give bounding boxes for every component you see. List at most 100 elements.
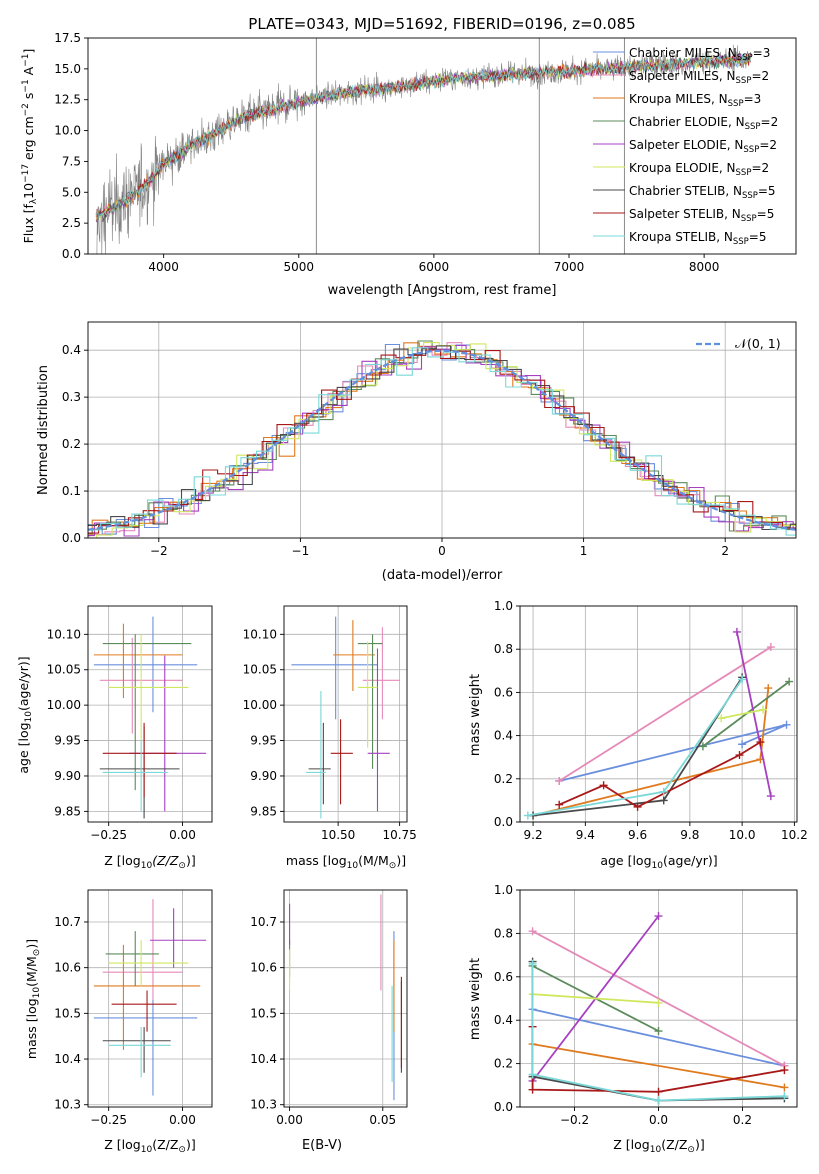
y-tick-label: 10.4: [54, 1052, 81, 1066]
x-tick-label: −0.2: [560, 1113, 589, 1127]
grid: [88, 606, 212, 822]
y-tick-label: 10.5: [54, 1006, 81, 1020]
y-tick-label: 10.10: [47, 627, 81, 641]
mass-z-xlabel: Z [log10(Z/Z⊙)]: [104, 1137, 195, 1155]
y-tick-label: 5.0: [62, 185, 81, 199]
legend-entry: Salpeter ELODIE, NSSP=2: [629, 138, 777, 155]
x-tick-label: 2: [721, 544, 729, 558]
y-tick-label: 17.5: [54, 31, 81, 45]
y-tick-label: 12.5: [54, 93, 81, 107]
legend-name: Salpeter MILES, N: [629, 69, 736, 83]
mw-z-ylabel: mass weight: [468, 958, 483, 1040]
y-tick-label: 9.95: [54, 734, 81, 748]
grid: [88, 890, 212, 1107]
legend-tail: =2: [759, 138, 777, 152]
spectrum-xlabel: wavelength [Angstrom, rest frame]: [328, 283, 557, 298]
x-tick-label: 10.75: [382, 828, 416, 842]
y-tick-label: 9.90: [250, 769, 277, 783]
x-tick-label: 7000: [554, 260, 585, 274]
x-tick-label: 0.00: [169, 828, 196, 842]
x-tick-label: 10.0: [729, 828, 756, 842]
legend-entry: Salpeter MILES, NSSP=2: [629, 69, 769, 86]
y-tick-label: 10.3: [54, 1098, 81, 1112]
x-tick-label: 0.2: [733, 1113, 752, 1127]
y-tick-label: 2.5: [62, 216, 81, 230]
residual-histogram-kroupa-elodie: [81, 343, 813, 538]
legend-name: Salpeter STELIB, N: [629, 207, 741, 221]
x-tick-label: 0: [438, 544, 446, 558]
axes-frame: [88, 890, 212, 1107]
y-tick-label: 9.85: [54, 804, 81, 818]
legend-name: Chabrier STELIB, N: [629, 184, 742, 198]
spectrum-ylabel: Flux [fλ10−17 erg cm−2 s−1 A−1]: [21, 49, 39, 244]
x-tick-label: 0.00: [276, 1113, 303, 1127]
y-tick-label: 0.8: [494, 642, 513, 656]
y-tick-label: 9.95: [250, 734, 277, 748]
x-tick-label: −0.25: [90, 828, 127, 842]
axes-frame: [88, 606, 212, 822]
y-tick-label: 9.90: [54, 769, 81, 783]
y-tick-label: 0.0: [62, 531, 81, 545]
legend-tail: =2: [751, 161, 769, 175]
normal-legend: 𝒩(0, 1): [696, 336, 781, 351]
residuals-xlabel: (data-model)/error: [382, 568, 503, 583]
legend-name: Salpeter ELODIE, N: [629, 138, 743, 152]
y-tick-label: 0.4: [494, 1013, 513, 1027]
plus-marker: [738, 740, 746, 748]
y-tick-label: 10.00: [47, 698, 81, 712]
series-line-salpeter-stelib: [559, 742, 760, 807]
error-bars: [94, 617, 206, 819]
x-tick-label: 5000: [284, 260, 315, 274]
legend-entry: Kroupa ELODIE, NSSP=2: [629, 161, 769, 178]
x-tick-label: −2: [150, 544, 168, 558]
x-tick-label: 4000: [148, 260, 179, 274]
age-z-xlabel: Z [log10(Z/Z⊙)]: [104, 853, 195, 871]
legend-tail: =5: [758, 184, 776, 198]
grid: [520, 606, 797, 822]
legend-sub: SSP: [745, 122, 761, 132]
x-tick-label: 9.2: [524, 828, 543, 842]
age-mass-xlabel: mass [log10(M/M⊙)]: [286, 853, 406, 871]
series-line-chabrier-miles: [559, 725, 786, 781]
plus-marker: [655, 1096, 663, 1104]
y-tick-label: 0.6: [494, 685, 513, 699]
y-tick-label: 0.8: [494, 926, 513, 940]
mass-ebv-xlabel: E(B-V): [302, 1138, 342, 1153]
legend-tail: =2: [761, 115, 779, 129]
x-tick-label: 1: [580, 544, 588, 558]
y-tick-label: 0.3: [62, 390, 81, 404]
plus-marker: [783, 721, 791, 729]
axes-frame: [284, 606, 407, 822]
y-tick-label: 0.1: [62, 484, 81, 498]
legend-sub: SSP: [743, 145, 759, 155]
legend-entry: Kroupa STELIB, NSSP=5: [629, 230, 767, 247]
error-bars: [291, 617, 399, 819]
legend-entry: Chabrier STELIB, NSSP=5: [629, 184, 776, 201]
legend-tail: =3: [753, 46, 771, 60]
x-tick-label: −1: [292, 544, 310, 558]
legend-sub: SSP: [742, 191, 758, 201]
plus-marker: [733, 628, 741, 636]
x-tick-label: 0.00: [169, 1113, 196, 1127]
legend-name: Chabrier MILES, N: [629, 46, 737, 60]
x-tick-label: 0.0: [649, 1113, 668, 1127]
x-tick-label: 9.4: [576, 828, 595, 842]
plus-marker: [655, 1088, 663, 1096]
x-tick-label: 0.05: [369, 1113, 396, 1127]
series-line-kroupa-elodie: [533, 994, 659, 1003]
y-tick-label: 1.0: [494, 599, 513, 613]
mass-z-ylabel: mass [log10(M/M⊙)]: [24, 939, 42, 1059]
y-tick-label: 0.2: [494, 1057, 513, 1071]
y-tick-label: 9.85: [250, 804, 277, 818]
plus-marker: [524, 812, 532, 820]
x-tick-label: 10.50: [321, 828, 355, 842]
normal-legend-label: 𝒩(0, 1): [735, 336, 781, 351]
y-tick-label: 0.2: [494, 772, 513, 786]
plus-marker: [529, 927, 537, 935]
grid: [284, 606, 407, 822]
plus-marker: [767, 792, 775, 800]
